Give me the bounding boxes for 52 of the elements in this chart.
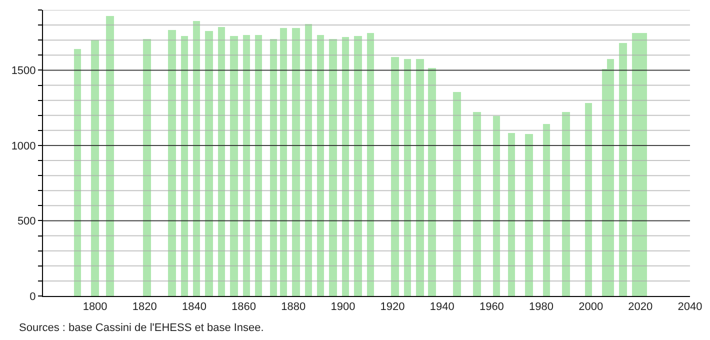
x-tick-label: 1900 <box>330 301 356 314</box>
x-tick-label: 2040 <box>678 301 702 314</box>
bar <box>416 59 424 296</box>
bar <box>106 16 114 296</box>
bar <box>367 33 374 296</box>
x-tick-label: 1860 <box>232 301 256 314</box>
x-tick-label: 1980 <box>529 301 554 314</box>
bar <box>562 112 570 296</box>
y-tick-label: 500 <box>17 216 36 228</box>
bar <box>91 40 99 296</box>
x-tick-label: 2000 <box>578 301 604 314</box>
x-tick-label: 1920 <box>380 301 405 314</box>
x-tick-label: 1840 <box>182 301 206 314</box>
bar <box>342 37 349 296</box>
bar <box>230 36 238 296</box>
x-tick-label: 1940 <box>430 301 454 314</box>
bar <box>270 39 277 296</box>
bar <box>619 43 627 296</box>
x-tick-label: 1960 <box>479 301 504 314</box>
bar <box>317 35 324 296</box>
bar <box>391 57 399 296</box>
bar <box>143 39 151 296</box>
bar <box>205 31 213 296</box>
bar <box>525 134 533 296</box>
y-tick-label: 1500 <box>11 65 36 78</box>
x-tick-label: 2020 <box>628 301 653 314</box>
bar <box>329 39 337 296</box>
bar <box>280 28 287 296</box>
bar <box>508 133 515 296</box>
bar <box>255 35 262 296</box>
bar <box>181 36 188 296</box>
bar <box>218 27 225 296</box>
x-tick-label: 1820 <box>132 301 157 314</box>
x-tick-label: 1880 <box>281 301 306 314</box>
y-tick-label: 1000 <box>11 140 36 152</box>
y-tick-label: 0 <box>30 290 36 303</box>
bar <box>292 28 300 296</box>
bar <box>493 116 500 296</box>
bar <box>473 112 481 296</box>
x-tick-label: 1800 <box>82 301 108 314</box>
bar <box>585 103 592 296</box>
bar <box>428 68 436 296</box>
bar <box>305 24 312 296</box>
bar <box>404 59 411 296</box>
bar <box>243 35 250 296</box>
source-note: Sources : base Cassini de l'EHESS et base Insee. <box>19 322 264 334</box>
bar <box>193 21 200 296</box>
bar <box>168 30 176 296</box>
bar <box>354 36 362 296</box>
bar <box>74 49 81 296</box>
bar <box>453 92 461 296</box>
bar <box>543 124 550 296</box>
